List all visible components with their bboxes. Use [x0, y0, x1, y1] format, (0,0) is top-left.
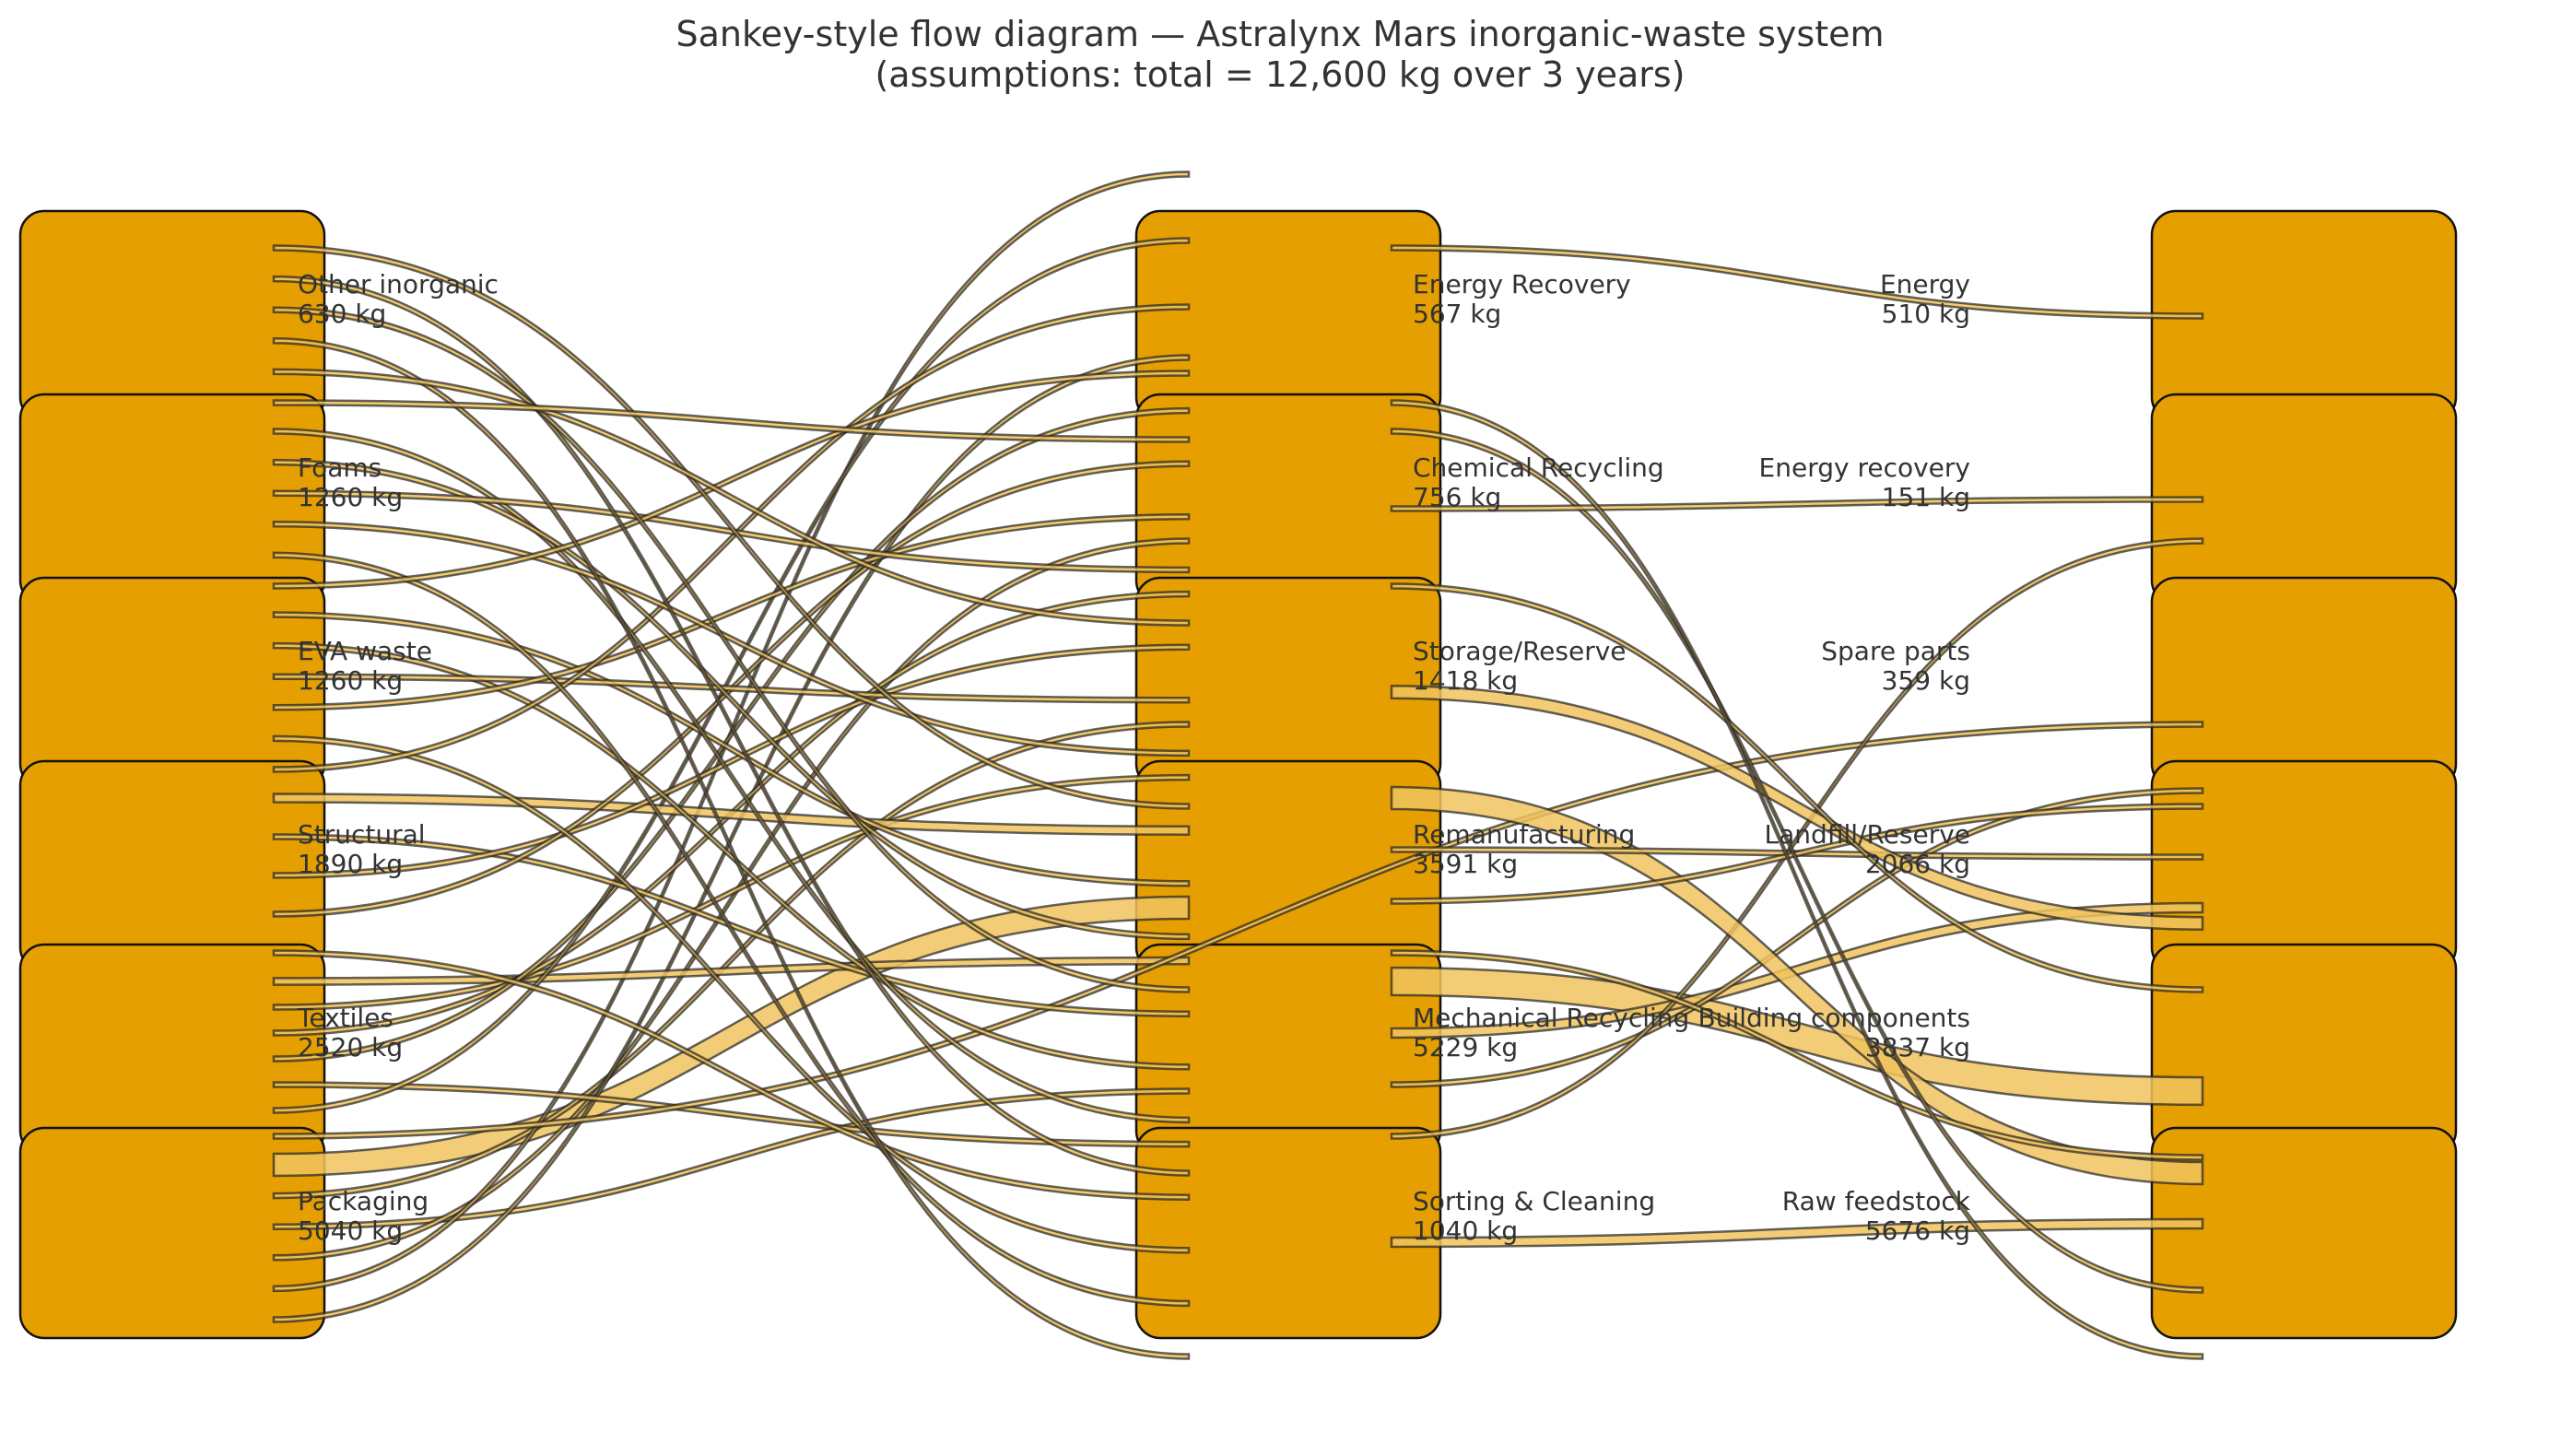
flow-eva_waste-to-storage_reserve — [272, 673, 1191, 704]
node-value-energy_recovery_proc: 567 kg — [1413, 299, 1501, 329]
node-packaging — [18, 1126, 326, 1340]
node-label-energy_recovery_out: Energy recovery — [1759, 452, 1970, 483]
flow-textiles-to-sorting_cleaning — [272, 1081, 1191, 1148]
flow-structural-to-sorting_cleaning — [272, 949, 1191, 1201]
node-label-remanufacturing: Remanufacturing — [1413, 819, 1635, 850]
flow-structural-to-remanufacturing — [272, 793, 1191, 836]
node-label-raw_feedstock: Raw feedstock — [1782, 1186, 1971, 1216]
node-label-storage_reserve: Storage/Reserve — [1413, 636, 1627, 666]
flow-structural-to-storage_reserve — [272, 643, 1191, 879]
flow-packaging-to-sorting_cleaning — [272, 1087, 1191, 1230]
node-foams — [18, 393, 326, 606]
node-label-other_inorganic: Other inorganic — [298, 269, 499, 299]
flow-eva_waste-to-sorting_cleaning — [272, 734, 1191, 1254]
flow-other_inorganic-to-remanufacturing — [272, 306, 1191, 993]
flow-mechanical_recycling-to-building_components — [1390, 901, 2204, 1039]
node-label-eva_waste: EVA waste — [298, 636, 432, 666]
node-other_inorganic — [18, 209, 326, 423]
node-raw_feedstock — [2150, 1126, 2458, 1340]
flow-sorting_cleaning-to-raw_feedstock — [1390, 1217, 2204, 1249]
node-label-structural: Structural — [298, 819, 426, 850]
flow-remanufacturing-to-building_components — [1390, 785, 2204, 1186]
node-textiles — [18, 943, 326, 1157]
node-value-chemical_recycling: 756 kg — [1413, 482, 1501, 512]
node-label-sorting_cleaning: Sorting & Cleaning — [1413, 1186, 1655, 1216]
node-label-spare_parts: Spare parts — [1821, 636, 1970, 666]
node-label-mechanical_recycling: Mechanical Recycling — [1413, 1003, 1689, 1033]
flow-energy_recovery_proc-to-energy — [1390, 244, 2204, 320]
node-spare_parts — [2150, 576, 2458, 790]
node-value-storage_reserve: 1418 kg — [1413, 665, 1518, 696]
node-label-chemical_recycling: Chemical Recycling — [1413, 452, 1664, 483]
node-label-energy: Energy — [1880, 269, 1970, 299]
node-value-other_inorganic: 630 kg — [298, 299, 386, 329]
diagram-title-line2: (assumptions: total = 12,600 kg over 3 y… — [875, 54, 1685, 95]
node-label-textiles: Textiles — [297, 1003, 394, 1033]
flow-mechanical_recycling-to-spare_parts — [1390, 537, 2204, 1140]
node-value-mechanical_recycling: 5229 kg — [1413, 1032, 1518, 1063]
flow-other_inorganic-to-storage_reserve — [272, 244, 1191, 810]
flow-energy_recovery_proc-to-raw_feedstock — [1390, 399, 2204, 1360]
flow-storage_reserve-to-landfill_reserve — [1390, 685, 2204, 931]
node-value-landfill_reserve: 2066 kg — [1865, 849, 1970, 879]
flow-chemical_recycling-to-landfill_reserve — [1390, 582, 2204, 993]
diagram-title-line1: Sankey-style flow diagram — Astralynx Ma… — [675, 14, 1884, 54]
node-eva_waste — [18, 576, 326, 790]
flow-remanufacturing-to-raw_feedstock — [1390, 949, 2204, 1161]
flow-eva_waste-to-energy_recovery_proc — [272, 303, 1191, 773]
flows-layer — [272, 170, 2204, 1360]
node-building_components — [2150, 943, 2458, 1157]
flow-foams-to-sorting_cleaning — [272, 551, 1191, 1308]
flow-foams-to-storage_reserve — [272, 521, 1191, 757]
node-value-foams: 1260 kg — [298, 482, 403, 512]
node-value-energy_recovery_out: 151 kg — [1882, 482, 1970, 512]
flow-foams-to-energy_recovery_proc — [272, 370, 1191, 590]
node-structural — [18, 759, 326, 973]
flow-remanufacturing-to-spare_parts — [1390, 803, 2204, 905]
node-value-sorting_cleaning: 1040 kg — [1413, 1215, 1518, 1246]
node-value-building_components: 3837 kg — [1865, 1032, 1970, 1063]
node-value-remanufacturing: 3591 kg — [1413, 849, 1518, 879]
node-label-landfill_reserve: Landfill/Reserve — [1765, 819, 1970, 850]
node-value-packaging: 5040 kg — [298, 1215, 403, 1246]
node-value-textiles: 2520 kg — [298, 1032, 403, 1063]
node-label-building_components: Building components — [1698, 1003, 1970, 1033]
node-label-foams: Foams — [298, 452, 382, 483]
node-label-packaging: Packaging — [298, 1186, 429, 1216]
nodes-layer — [18, 209, 2458, 1340]
flow-other_inorganic-to-sorting_cleaning — [272, 337, 1191, 1360]
flow-textiles-to-remanufacturing — [272, 773, 1191, 1011]
node-value-energy: 510 kg — [1882, 299, 1970, 329]
node-sorting_cleaning — [1134, 1126, 1442, 1340]
node-label-energy_recovery_proc: Energy Recovery — [1413, 269, 1631, 299]
flow-other_inorganic-to-chemical_recycling — [272, 368, 1191, 627]
flow-other_inorganic-to-mechanical_recycling — [272, 275, 1191, 1177]
node-value-eva_waste: 1260 kg — [298, 665, 403, 696]
node-value-structural: 1890 kg — [298, 849, 403, 879]
node-value-raw_feedstock: 5676 kg — [1865, 1215, 1970, 1246]
flow-chemical_recycling-to-energy_recovery_out — [1390, 496, 2204, 512]
node-value-spare_parts: 359 kg — [1882, 665, 1970, 696]
flow-other_inorganic-to-energy_recovery_proc — [272, 399, 1191, 443]
